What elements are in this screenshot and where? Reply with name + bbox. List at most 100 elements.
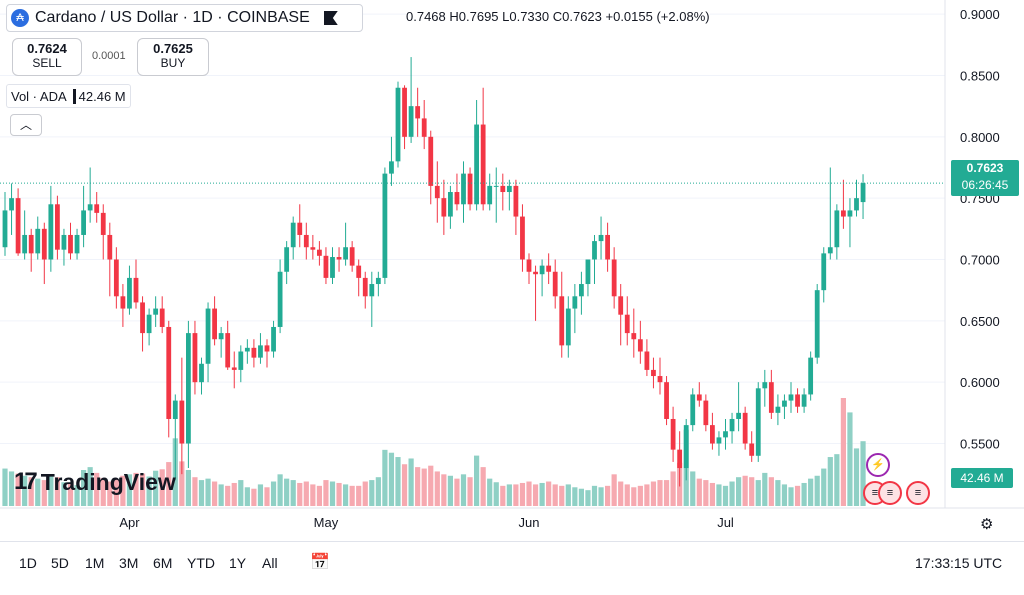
range-ytd-button[interactable]: YTD xyxy=(187,555,215,571)
candle xyxy=(231,351,237,389)
volume-bar xyxy=(153,470,159,506)
volume-bar xyxy=(198,480,205,506)
candle xyxy=(729,412,735,444)
candle xyxy=(493,167,499,223)
volume-bar xyxy=(94,472,100,506)
volume-bar xyxy=(2,468,8,506)
candle xyxy=(408,57,414,143)
candle xyxy=(637,320,643,364)
volume-bar xyxy=(526,481,532,506)
candle xyxy=(297,204,303,248)
volume-bar xyxy=(22,475,28,506)
tradingview-logo: 17 TradingView xyxy=(14,468,176,496)
candle xyxy=(421,100,427,150)
price-tick-label: 0.6500 xyxy=(960,314,1000,329)
volume-bar xyxy=(814,475,820,506)
range-1d-button[interactable]: 1D xyxy=(19,555,37,571)
candle xyxy=(670,406,676,462)
price-tick-label: 0.7000 xyxy=(960,252,1000,267)
candle xyxy=(552,259,558,309)
tradingview-mark-icon: 17 xyxy=(14,468,38,495)
date-range-calendar-icon[interactable]: 📅 xyxy=(310,554,330,571)
us-flag-event-icon[interactable]: ≡ xyxy=(878,481,902,505)
volume-bar xyxy=(28,477,34,506)
candle xyxy=(303,222,309,260)
volume-bar xyxy=(840,398,846,506)
candle xyxy=(100,204,106,260)
candle xyxy=(382,167,388,285)
flag-icon[interactable] xyxy=(323,11,338,25)
volume-bar xyxy=(323,480,329,506)
range-3m-button[interactable]: 3M xyxy=(119,555,139,571)
volume-bar xyxy=(270,481,277,506)
volume-bar xyxy=(703,480,709,506)
volume-bar xyxy=(329,481,336,506)
symbol-header[interactable]: ₳ Cardano / US Dollar · 1D · COINBASE xyxy=(6,4,363,32)
volume-bar xyxy=(585,490,591,506)
candlestick-chart[interactable]: 0.90000.85000.80000.75000.70000.65000.60… xyxy=(0,0,1024,541)
us-flag-event-icon[interactable]: ≡ xyxy=(906,481,930,505)
candle xyxy=(284,241,290,285)
candle xyxy=(592,234,597,285)
candle xyxy=(159,296,165,334)
candle xyxy=(533,265,538,321)
time-axis[interactable]: Apr May Jun Jul xyxy=(119,515,734,530)
volume-bar xyxy=(644,484,650,506)
price-axis[interactable]: 0.90000.85000.80000.75000.70000.65000.60… xyxy=(960,7,1000,451)
utc-clock[interactable]: 17:33:15 UTC xyxy=(915,555,1003,571)
volume-bar xyxy=(716,484,722,506)
volume-bar xyxy=(546,481,552,506)
volume-bar xyxy=(35,478,41,506)
volume-bar xyxy=(755,480,761,506)
volume-bar xyxy=(395,457,401,506)
candle xyxy=(565,296,571,358)
range-1y-button[interactable]: 1Y xyxy=(229,555,247,571)
candle xyxy=(854,179,859,217)
lightning-event-icon[interactable]: ⚡ xyxy=(866,453,890,477)
candle xyxy=(166,320,172,438)
volume-bar xyxy=(552,484,558,506)
candle xyxy=(585,259,591,297)
symbol-title[interactable]: Cardano / US Dollar · 1D · COINBASE xyxy=(35,9,310,26)
volume-bar xyxy=(126,474,133,506)
buy-label: BUY xyxy=(160,56,186,70)
candle xyxy=(133,259,139,309)
candle xyxy=(795,388,800,413)
volume-bar xyxy=(605,485,611,506)
volume-bar xyxy=(120,475,126,506)
price-tick-label: 0.8500 xyxy=(960,68,1000,83)
volume-bar xyxy=(637,485,643,506)
buy-button[interactable]: 0.7625 BUY xyxy=(137,38,209,76)
candle xyxy=(683,418,689,481)
volume-tag: 42.46 M xyxy=(951,468,1013,488)
candle xyxy=(618,284,624,346)
candle xyxy=(271,320,276,358)
range-all-button[interactable]: All xyxy=(262,555,278,571)
candle xyxy=(35,216,41,260)
range-5d-button[interactable]: 5D xyxy=(51,555,69,571)
candle xyxy=(467,167,473,211)
volume-bar xyxy=(421,468,427,506)
candle xyxy=(598,216,604,260)
range-1m-button[interactable]: 1M xyxy=(85,555,105,571)
candle xyxy=(415,87,421,137)
time-tick-label: May xyxy=(314,515,339,530)
candle xyxy=(2,192,8,256)
volume-bar xyxy=(401,464,408,506)
settings-gear-icon[interactable]: ⚙ xyxy=(980,516,994,533)
candle xyxy=(677,431,683,487)
volume-legend[interactable]: Vol · ADA 42.46 M xyxy=(6,84,131,108)
volume-legend-value: 42.46 M xyxy=(78,88,126,104)
candle xyxy=(703,394,709,432)
sell-price: 0.7624 xyxy=(27,41,67,56)
range-6m-button[interactable]: 6M xyxy=(153,555,173,571)
candle xyxy=(68,222,73,260)
volume-bar xyxy=(166,462,172,506)
candle xyxy=(624,296,630,346)
volume-bar xyxy=(107,481,113,506)
candle xyxy=(736,382,741,432)
collapse-legend-button[interactable]: ︿ xyxy=(10,114,42,136)
sell-button[interactable]: 0.7624 SELL xyxy=(12,38,82,76)
candle xyxy=(244,339,250,364)
volume-bar xyxy=(100,477,106,506)
